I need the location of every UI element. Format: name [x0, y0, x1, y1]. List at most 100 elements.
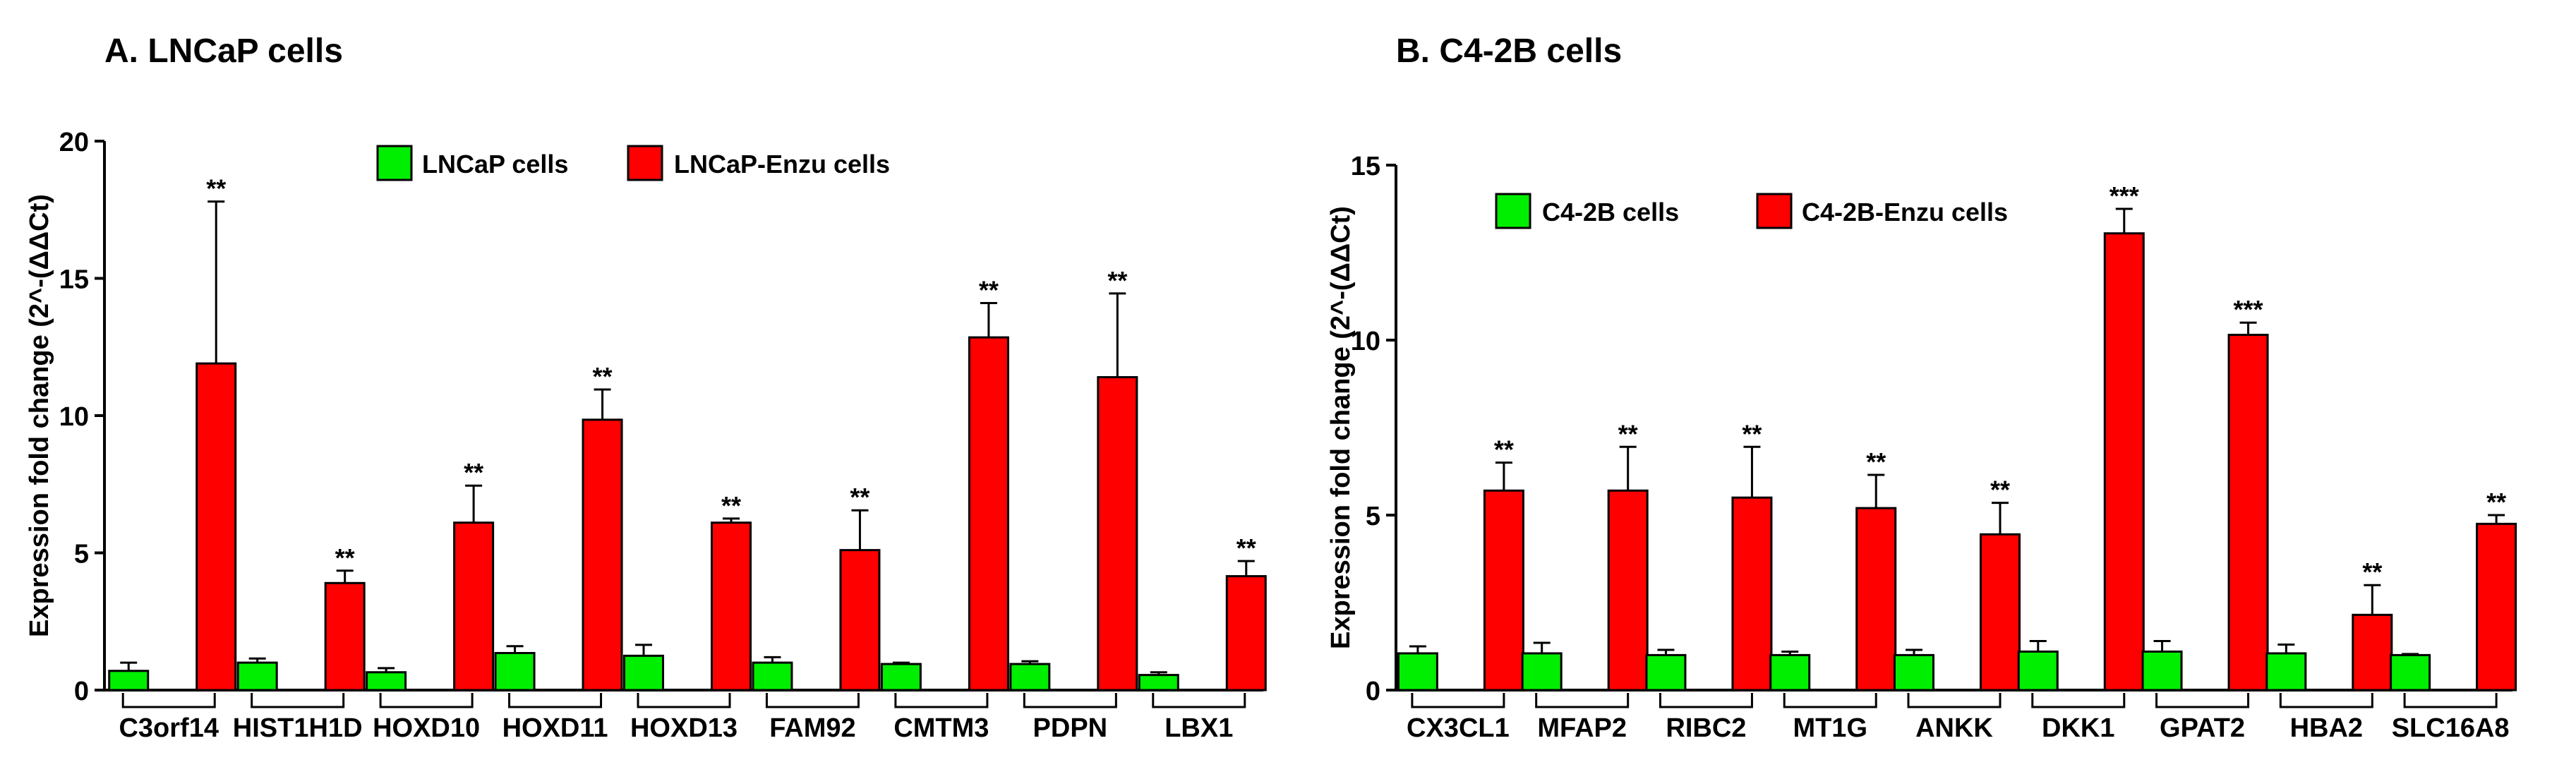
bar-enzu: [1607, 489, 1649, 692]
group-bracket: [121, 693, 216, 708]
group-bracket: [1659, 693, 1753, 708]
category-label: HOXD13: [630, 713, 738, 743]
bar-enzu: [582, 418, 623, 692]
bar-control: [2265, 652, 2307, 692]
legend-label: LNCaP-Enzu cells: [674, 150, 890, 179]
significance-label: ***: [2234, 295, 2263, 324]
group-bracket: [251, 693, 345, 708]
bar-enzu: [453, 521, 495, 692]
significance-label: **: [206, 174, 226, 203]
legend-swatch: [1495, 193, 1531, 229]
panel-a-lncap: A. LNCaP cells 0 5 10 15 20 Expression fold c…: [25, 32, 1267, 743]
panel-b-c42b: B. C4-2B cells 0 5 10 15 Expression fold cha…: [1326, 32, 2517, 743]
bar-enzu: [2476, 522, 2517, 692]
bar-control: [1645, 653, 1687, 692]
bar-control: [752, 661, 793, 692]
significance-label: **: [1494, 435, 1514, 464]
category-label: HBA2: [2290, 713, 2363, 743]
significance-label: **: [1866, 447, 1886, 476]
bar-control: [1138, 674, 1179, 692]
group-bracket: [508, 693, 603, 708]
group-bracket: [1783, 693, 1877, 708]
bar-control: [2390, 653, 2431, 692]
bar-enzu: [2352, 613, 2393, 692]
group-bracket: [2403, 693, 2498, 708]
panel-a-title: A. LNCaP cells: [104, 32, 343, 70]
group-bracket: [2155, 693, 2250, 708]
panel-a-plot: 0 5 10 15 20 Expression fold change (2^-(ΔΔCt…: [25, 128, 1267, 743]
bar-enzu: [1483, 489, 1524, 692]
bar-control: [1397, 652, 1438, 692]
bar-control: [236, 661, 278, 692]
category-label: HOXD10: [373, 713, 480, 743]
legend-label: LNCaP cells: [422, 150, 568, 179]
y-tick-label: 0: [1366, 677, 1380, 706]
significance-label: **: [335, 543, 355, 572]
significance-label: ***: [2109, 181, 2139, 210]
group-bracket: [1907, 693, 2002, 708]
bar-enzu: [195, 362, 237, 692]
category-label: HIST1H1D: [233, 713, 363, 743]
bar-control: [1009, 663, 1051, 692]
category-label: ANKK: [1915, 713, 1993, 743]
significance-label: **: [721, 491, 741, 520]
bar-enzu: [324, 581, 366, 692]
group-bracket: [1535, 693, 1630, 708]
legend-swatch: [376, 145, 413, 181]
category-label: LBX1: [1164, 713, 1233, 743]
panel-b-title: B. C4-2B cells: [1396, 32, 1622, 70]
y-axis-label: Expression fold change (2^-(ΔΔCt): [1326, 206, 1356, 649]
bar-enzu: [1097, 376, 1138, 692]
bar-control: [366, 671, 407, 692]
panel-b-plot: 0 5 10 15 Expression fold change (2^-(ΔΔCt) *…: [1326, 152, 2517, 743]
group-bracket: [765, 693, 860, 708]
bar-control: [880, 663, 922, 692]
y-tick-label: 15: [59, 265, 89, 295]
significance-label: **: [2486, 488, 2506, 517]
category-label: DKK1: [2042, 713, 2114, 743]
y-tick-label: 20: [59, 128, 89, 157]
bar-control: [1894, 653, 1934, 692]
bar-enzu: [839, 549, 881, 692]
category-label: FAM92: [769, 713, 855, 743]
bar-control: [1769, 653, 1811, 692]
y-tick-label: 10: [1351, 327, 1380, 356]
y-tick-label: 10: [59, 402, 89, 432]
category-label: CX3CL1: [1407, 713, 1510, 743]
bar-enzu: [2103, 232, 2145, 692]
bar-enzu: [2227, 334, 2269, 692]
category-label: SLC16A8: [2392, 713, 2510, 743]
bar-enzu: [968, 336, 1009, 692]
bar-control: [2141, 650, 2183, 692]
bar-enzu: [1225, 575, 1267, 692]
bar-enzu: [1980, 533, 2021, 692]
bar-enzu: [1855, 507, 1897, 692]
y-tick-label: 5: [1366, 502, 1380, 531]
group-bracket: [2279, 693, 2373, 708]
significance-label: **: [464, 458, 483, 487]
bar-enzu: [711, 521, 752, 692]
legend-label: C4-2B-Enzu cells: [1802, 198, 2008, 227]
category-label: HOXD11: [502, 713, 608, 743]
bar-control: [1521, 652, 1563, 692]
group-bracket: [379, 693, 474, 708]
category-label: CMTM3: [893, 713, 989, 743]
significance-label: **: [1990, 476, 2010, 505]
category-label: GPAT2: [2160, 713, 2245, 743]
category-label: RIBC2: [1666, 713, 1746, 743]
bar-enzu: [1731, 496, 1773, 692]
bar-control: [623, 654, 664, 692]
y-tick-label: 15: [1351, 152, 1380, 181]
group-bracket: [2031, 693, 2126, 708]
legend-swatch: [627, 145, 663, 181]
bar-control: [494, 651, 536, 692]
category-label: MT1G: [1793, 713, 1867, 743]
significance-label: **: [1742, 419, 1762, 448]
y-tick-label: 5: [74, 540, 89, 569]
significance-label: **: [1107, 266, 1127, 295]
category-label: MFAP2: [1537, 713, 1627, 743]
group-bracket: [894, 693, 989, 708]
significance-label: **: [1618, 419, 1638, 448]
legend-swatch: [1756, 193, 1793, 229]
